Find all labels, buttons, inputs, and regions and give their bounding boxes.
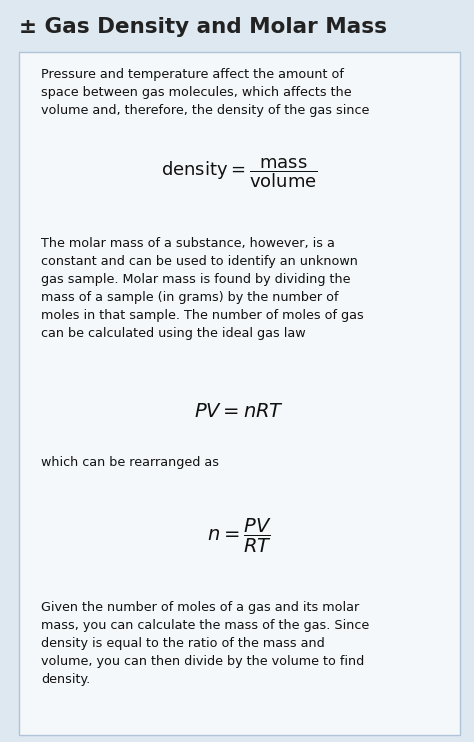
Text: $\mathit{n} = \dfrac{\mathit{PV}}{\mathit{RT}}$: $\mathit{n} = \dfrac{\mathit{PV}}{\mathi… — [207, 517, 272, 556]
Text: Pressure and temperature affect the amount of
space between gas molecules, which: Pressure and temperature affect the amou… — [41, 68, 369, 116]
Text: The molar mass of a substance, however, is a
constant and can be used to identif: The molar mass of a substance, however, … — [41, 237, 364, 341]
Text: Given the number of moles of a gas and its molar
mass, you can calculate the mas: Given the number of moles of a gas and i… — [41, 601, 369, 686]
FancyBboxPatch shape — [19, 52, 460, 735]
Text: $\mathit{PV} = \mathit{nRT}$: $\mathit{PV} = \mathit{nRT}$ — [194, 402, 284, 421]
Text: ± Gas Density and Molar Mass: ± Gas Density and Molar Mass — [19, 16, 387, 36]
Text: which can be rearranged as: which can be rearranged as — [41, 456, 219, 469]
Text: $\mathrm{density} = \dfrac{\mathrm{mass}}{\mathrm{volume}}$: $\mathrm{density} = \dfrac{\mathrm{mass}… — [161, 156, 318, 190]
